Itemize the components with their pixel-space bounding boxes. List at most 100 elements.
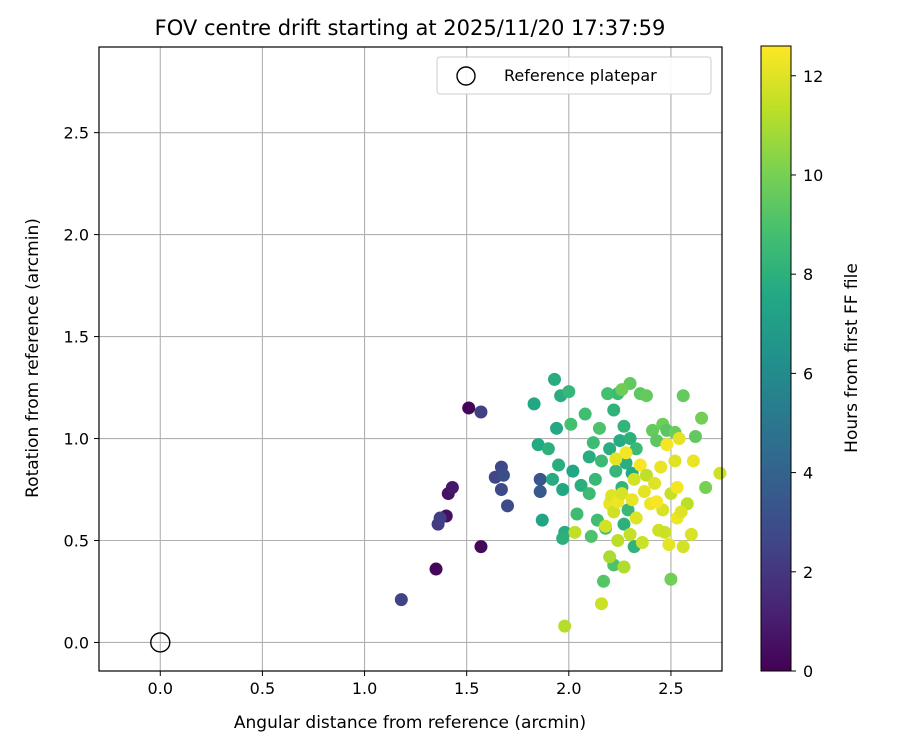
data-point (688, 429, 702, 443)
data-point (556, 483, 570, 497)
colorbar-tick-label: 8 (803, 265, 813, 284)
data-point (633, 458, 647, 472)
data-point (541, 442, 555, 456)
data-point (474, 405, 488, 419)
data-point (535, 513, 549, 527)
y-tick-label: 2.0 (64, 226, 89, 245)
x-tick-label: 1.0 (352, 679, 377, 698)
data-point (674, 505, 688, 519)
chart-title: FOV centre drift starting at 2025/11/20 … (155, 16, 666, 40)
x-tick-label: 2.0 (556, 679, 581, 698)
x-tick-label: 0.5 (250, 679, 275, 698)
data-point (613, 434, 627, 448)
data-point (676, 389, 690, 403)
data-point (582, 487, 596, 501)
colorbar-tick-label: 10 (803, 166, 823, 185)
data-point (594, 454, 608, 468)
data-point (582, 450, 596, 464)
data-point (627, 472, 641, 486)
data-point (660, 438, 674, 452)
data-point (556, 531, 570, 545)
data-point (611, 533, 625, 547)
y-axis-ticks: 0.0 0.5 1.0 1.5 2.0 2.5 (64, 124, 99, 652)
data-point (429, 562, 443, 576)
data-point (625, 493, 639, 507)
data-point (650, 495, 664, 509)
data-point (462, 401, 476, 415)
data-point (584, 529, 598, 543)
data-point (603, 442, 617, 456)
y-tick-label: 1.5 (64, 328, 89, 347)
data-point (646, 423, 660, 437)
data-point (629, 511, 643, 525)
legend: Reference platepar (436, 56, 712, 95)
colorbar-tick-label: 4 (803, 464, 813, 483)
data-point (531, 438, 545, 452)
data-point (619, 456, 633, 470)
data-point (713, 466, 727, 480)
data-point (615, 383, 629, 397)
x-tick-label: 0.0 (148, 679, 173, 698)
data-point (394, 593, 408, 607)
data-point (527, 397, 541, 411)
data-point (550, 421, 564, 435)
x-axis-ticks: 0.0 0.5 1.0 1.5 2.0 2.5 (148, 671, 684, 698)
data-point (619, 446, 633, 460)
data-point (562, 385, 576, 399)
legend-box (436, 56, 712, 95)
colorbar: 0 2 4 6 8 10 12 Hours from first FF file (760, 45, 862, 681)
data-point (533, 472, 547, 486)
data-point (609, 452, 623, 466)
data-point (684, 527, 698, 541)
data-point (615, 487, 629, 501)
y-tick-label: 0.5 (64, 531, 89, 550)
data-point (662, 538, 676, 552)
grid (99, 47, 722, 671)
data-point (594, 597, 608, 611)
data-point (672, 432, 686, 446)
data-point (623, 527, 637, 541)
data-point (607, 505, 621, 519)
data-point (568, 525, 582, 539)
y-axis-title: Rotation from reference (arcmin) (23, 218, 43, 498)
reference-marker-layer (150, 632, 171, 653)
data-point (639, 389, 653, 403)
y-tick-label: 1.0 (64, 430, 89, 449)
x-tick-label: 2.5 (658, 679, 683, 698)
data-point (658, 525, 672, 539)
plot-frame (98, 46, 723, 672)
y-tick-label: 0.0 (64, 633, 89, 652)
data-point (664, 572, 678, 586)
legend-marker-reference (456, 66, 476, 86)
data-point (445, 480, 459, 494)
data-points (394, 372, 727, 633)
data-point (637, 485, 651, 499)
reference-platepar-marker (150, 632, 171, 653)
data-point (617, 419, 631, 433)
data-point (558, 619, 572, 633)
data-point (635, 536, 649, 550)
data-point (533, 485, 547, 499)
colorbar-tick-label: 0 (803, 662, 813, 681)
data-point (501, 499, 515, 513)
data-point (603, 550, 617, 564)
data-point (639, 468, 653, 482)
data-point (566, 464, 580, 478)
data-point (623, 432, 637, 446)
data-point (494, 483, 508, 497)
data-point (564, 417, 578, 431)
colorbar-ticks: 0 2 4 6 8 10 12 (791, 67, 823, 681)
legend-label-reference: Reference platepar (504, 66, 657, 85)
data-point (654, 460, 668, 474)
data-point (574, 478, 588, 492)
data-point (570, 507, 584, 521)
data-point (670, 480, 684, 494)
y-tick-label: 2.5 (64, 124, 89, 143)
data-point (621, 503, 635, 517)
data-point (496, 468, 510, 482)
data-point (578, 407, 592, 421)
data-point (650, 434, 664, 448)
x-axis-title: Angular distance from reference (arcmin) (234, 713, 586, 733)
data-point (588, 472, 602, 486)
data-point (599, 519, 613, 533)
